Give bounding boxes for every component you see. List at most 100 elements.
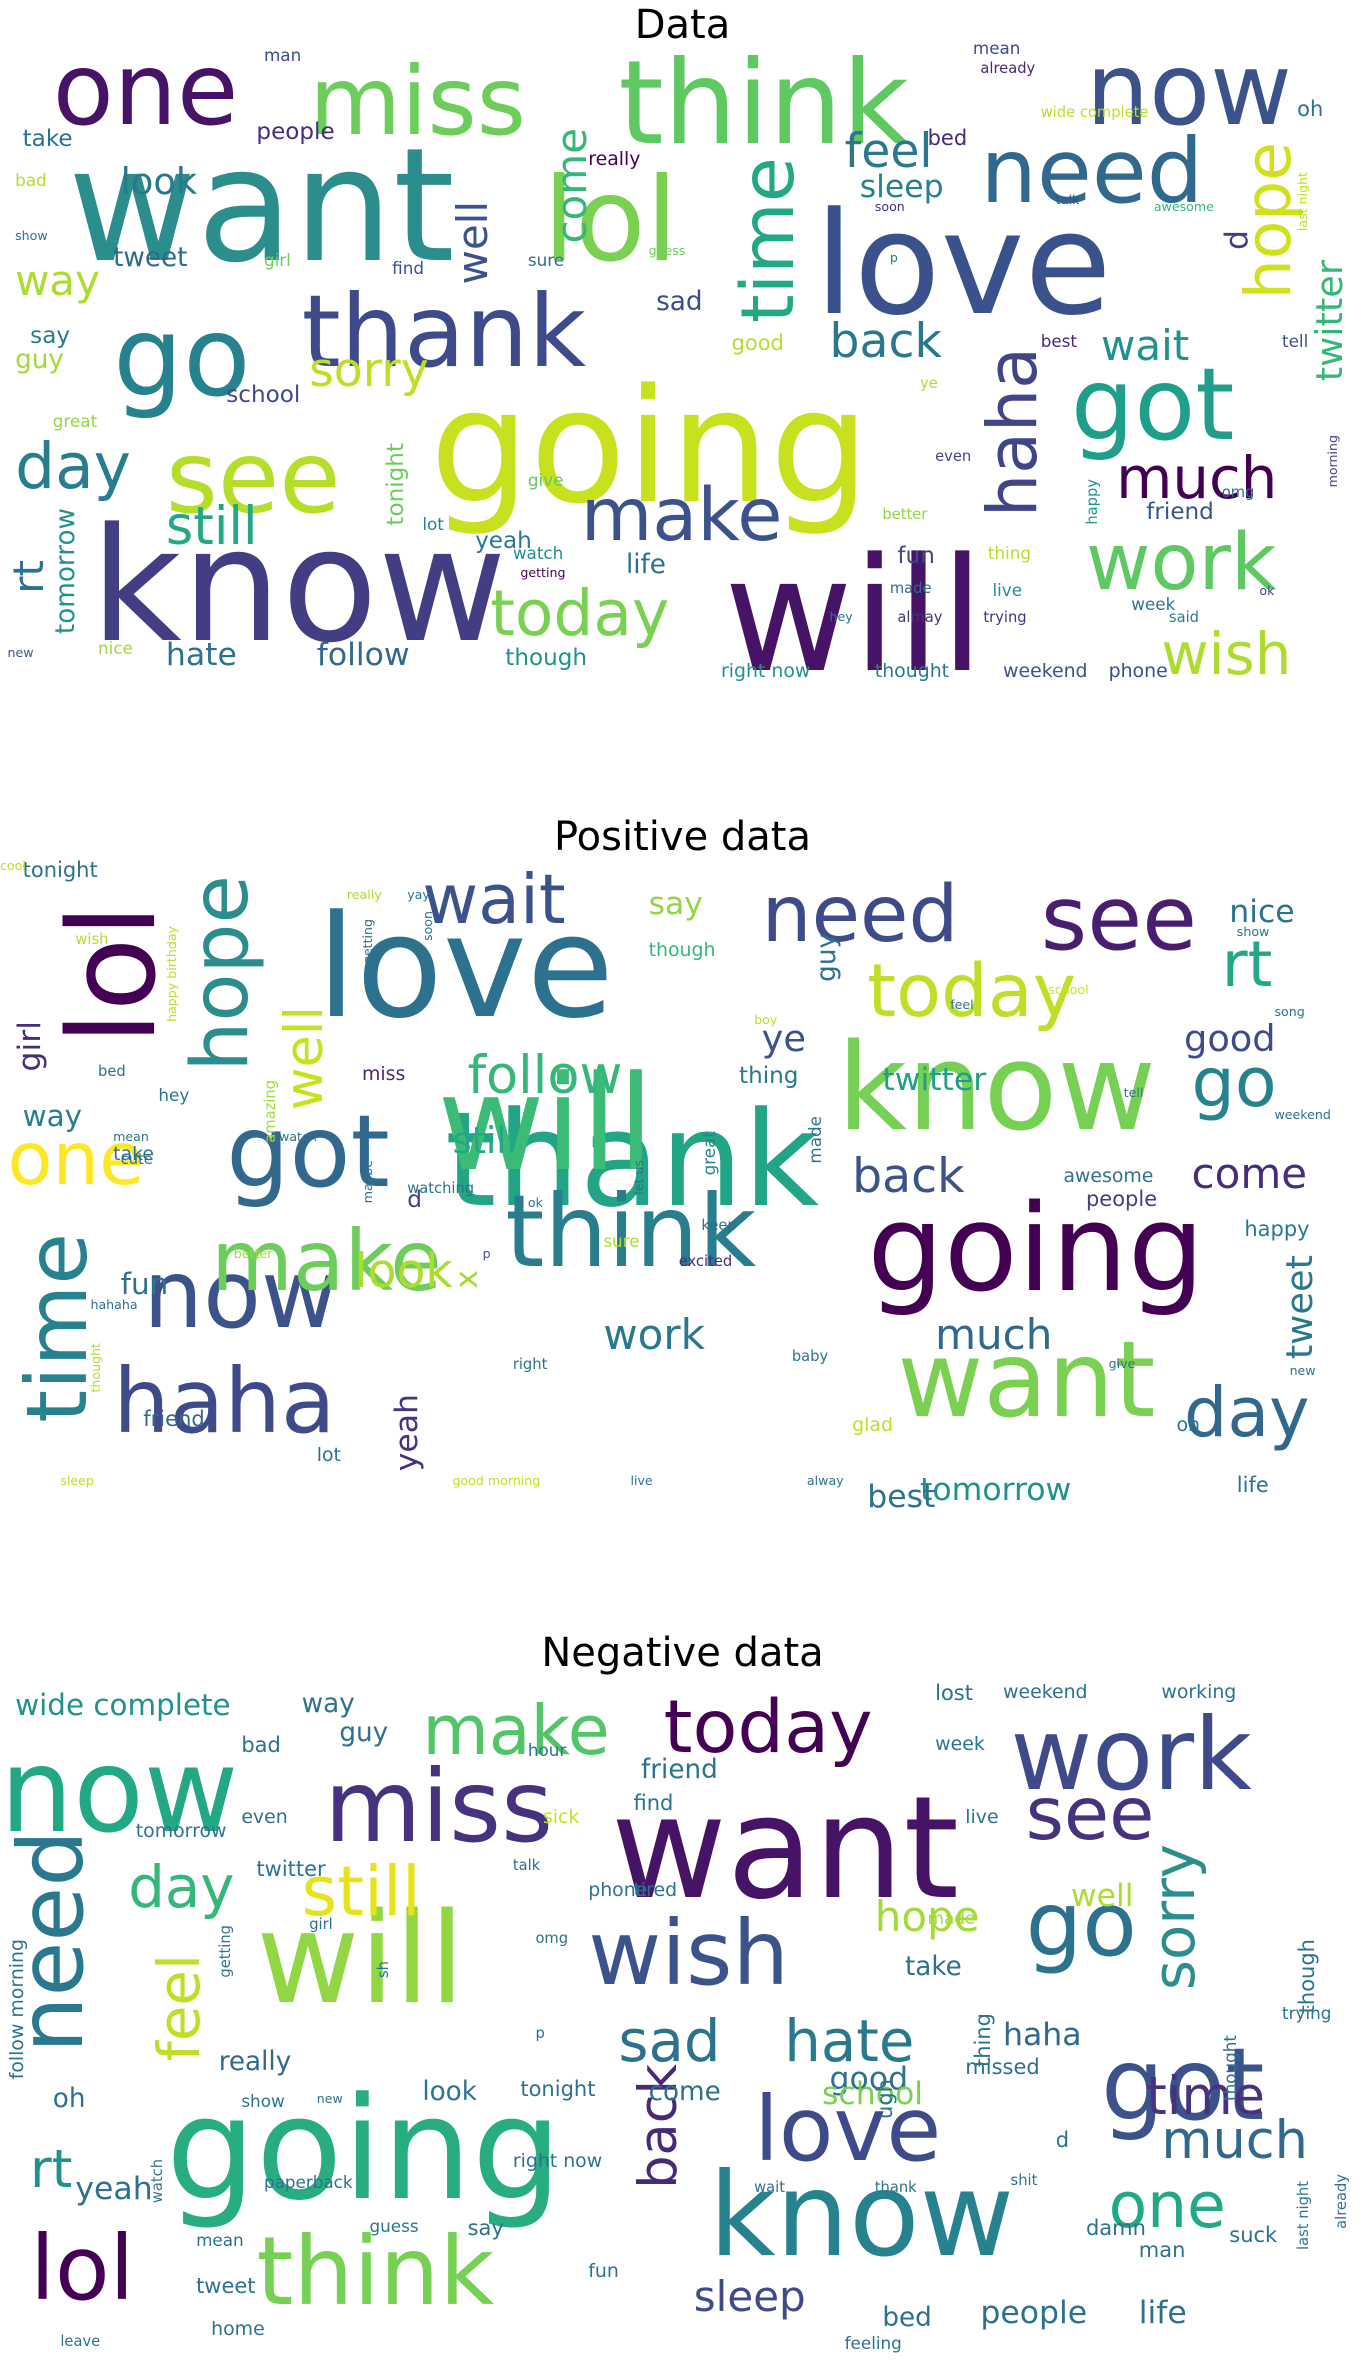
cloud-word: show xyxy=(241,2091,285,2112)
cloud-word: thing xyxy=(739,1062,799,1089)
cloud-word: morning xyxy=(1325,435,1341,488)
word-cloud: want going know will love think lol go thank see o… xyxy=(0,40,1365,728)
cloud-word: see xyxy=(1040,866,1198,971)
cloud-word: life xyxy=(1236,1472,1269,1497)
cloud-word: look xyxy=(422,2076,477,2107)
cloud-word: know xyxy=(837,1018,1157,1159)
cloud-word: week xyxy=(935,1732,985,1755)
cloud-word: wide complete xyxy=(1040,103,1149,121)
cloud-word: tell xyxy=(1282,330,1309,351)
cloud-word: want xyxy=(610,1766,960,1932)
cloud-word: awesome xyxy=(1153,199,1214,215)
cloud-word: feeling xyxy=(844,2332,902,2353)
cloud-word: d xyxy=(407,1187,422,1214)
cloud-word: come xyxy=(546,127,596,244)
cloud-word: bad xyxy=(15,169,47,190)
cloud-word: better xyxy=(233,1245,273,1261)
cloud-word: man xyxy=(263,45,302,66)
panel-positive: Positive data love thank going will know lol t… xyxy=(0,800,1365,1600)
cloud-word: amazing xyxy=(261,1079,279,1143)
cloud-word: one xyxy=(52,40,239,148)
cloud-word: hope xyxy=(1231,142,1305,300)
cloud-word: soon xyxy=(420,911,436,942)
cloud-word: ugh xyxy=(872,2078,897,2119)
cloud-word: better xyxy=(882,506,928,524)
cloud-word: haha xyxy=(1003,2017,1082,2053)
cloud-word: one xyxy=(1108,2168,1226,2242)
cloud-word: will xyxy=(437,1046,655,1200)
cloud-word: take xyxy=(904,1952,962,1983)
cloud-word: even xyxy=(935,447,972,465)
cloud-word: sleep xyxy=(859,168,944,205)
cloud-word: let us xyxy=(631,1160,647,1195)
cloud-word: make xyxy=(422,1691,610,1771)
cloud-word: much xyxy=(1161,2110,1308,2172)
cloud-word: live xyxy=(992,579,1023,600)
cloud-word: rt xyxy=(3,559,53,594)
cloud-word: people xyxy=(980,2295,1088,2332)
cloud-word: rt xyxy=(1221,928,1273,1002)
cloud-word: now xyxy=(1085,40,1292,148)
cloud-word: wish xyxy=(1161,619,1292,688)
cloud-word: wait xyxy=(422,861,566,941)
cloud-word: lost xyxy=(935,1681,973,1706)
cloud-word: talk xyxy=(1055,191,1080,207)
cloud-word: bad xyxy=(241,1732,281,1757)
cloud-word: one xyxy=(7,1117,145,1203)
cloud-word: watch xyxy=(279,1128,317,1144)
cloud-word: make xyxy=(211,1211,442,1310)
cloud-word: happy xyxy=(1244,1216,1310,1241)
cloud-word: bed xyxy=(927,125,968,150)
cloud-word: shit xyxy=(1010,2171,1038,2189)
cloud-word: twitter xyxy=(1308,259,1352,381)
cloud-word: d xyxy=(1055,2127,1070,2152)
cloud-word: twitter xyxy=(256,1856,326,1881)
cloud-word: new xyxy=(1289,1363,1316,1379)
cloud-word: go xyxy=(113,294,251,423)
cloud-word: school xyxy=(822,2075,924,2112)
cloud-word: see xyxy=(1025,1772,1155,1858)
cloud-word: ok xyxy=(527,1194,543,1210)
cloud-word: sure xyxy=(527,250,565,271)
cloud-word: thought xyxy=(874,660,950,683)
cloud-word: day xyxy=(128,1852,235,1921)
cloud-word: p xyxy=(482,1245,491,1261)
cloud-word: good morning xyxy=(452,1472,541,1488)
cloud-word: bed xyxy=(98,1062,126,1080)
cloud-word: already xyxy=(1332,2173,1350,2229)
cloud-word: going xyxy=(867,1179,1205,1320)
cloud-word: girl xyxy=(263,250,291,271)
cloud-word: day xyxy=(15,430,131,504)
cloud-word: damn xyxy=(1085,2215,1146,2240)
cloud-word: fun xyxy=(897,543,935,570)
cloud-word: thank xyxy=(301,272,587,390)
cloud-word: boy xyxy=(754,1011,778,1027)
cloud-word: hour xyxy=(527,1739,567,1760)
cloud-word: find xyxy=(633,1791,674,1816)
cloud-word: watching xyxy=(407,1180,475,1198)
cloud-word: sure xyxy=(603,1231,640,1252)
cloud-word: wish xyxy=(588,1902,790,2007)
cloud-word: yay xyxy=(407,887,430,903)
cloud-word: say xyxy=(30,323,71,350)
panel-title: Negative data xyxy=(541,1630,824,1676)
cloud-word: hey xyxy=(158,1084,190,1105)
cloud-word: know xyxy=(708,2149,1015,2284)
cloud-word: mean xyxy=(196,2230,244,2251)
cloud-word: mean xyxy=(113,1128,149,1144)
cloud-word: guy xyxy=(339,1717,389,1748)
cloud-word: take xyxy=(22,125,73,152)
cloud-word: maybe xyxy=(359,1160,375,1204)
cloud-word: hate xyxy=(784,2006,915,2075)
cloud-word: awesome xyxy=(1063,1165,1154,1188)
cloud-word: show xyxy=(1236,923,1270,939)
cloud-word: guess xyxy=(369,2215,419,2236)
cloud-word: tell xyxy=(1123,1084,1144,1100)
cloud-word: tired xyxy=(633,1878,678,1901)
cloud-word: talk xyxy=(512,1856,541,1874)
cloud-word: yeah xyxy=(389,1394,426,1472)
cloud-word: almay xyxy=(897,608,943,626)
cloud-word: time xyxy=(1146,2066,1265,2128)
cloud-word: ye xyxy=(761,1017,807,1061)
cloud-word: yeah xyxy=(475,528,532,555)
